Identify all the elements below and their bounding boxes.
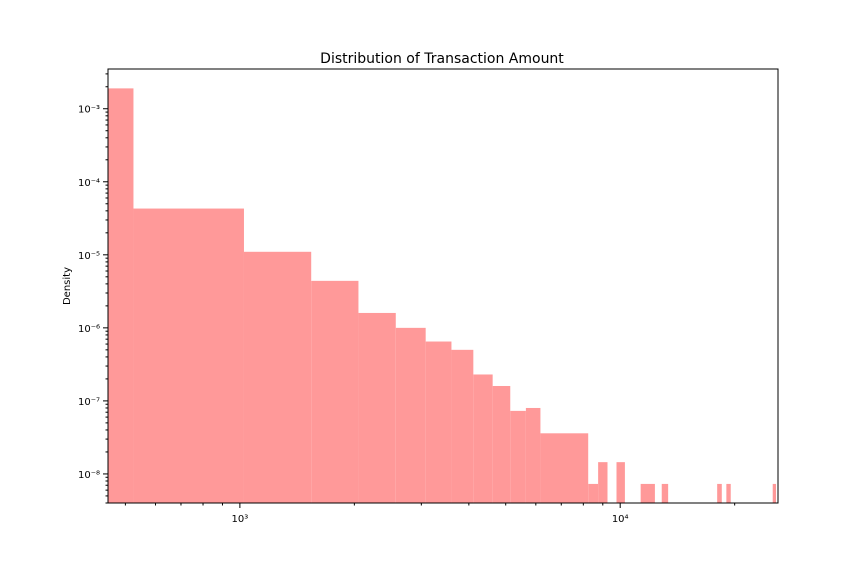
x-tick-label-0: 10³ [232,514,249,525]
histogram-bar-11 [525,407,541,503]
x-axis: 10³ 10⁴ [124,503,736,525]
bars-group [108,88,777,504]
histogram-bar-19 [726,483,731,503]
histogram-bar-5 [395,327,426,503]
histogram-bar-7 [451,349,474,503]
histogram-bar-3 [311,280,359,503]
histogram-bar-6 [425,341,452,503]
histogram-bar-9 [492,385,511,503]
histogram-bar-16 [640,483,655,503]
histogram-bar-14 [598,462,608,503]
histogram-bar-10 [510,410,526,503]
histogram-bar-17 [661,483,669,503]
plot-frame [107,68,779,504]
y-tick-label-5: 10⁻⁸ [78,470,100,481]
histogram-bar-12 [540,433,589,503]
histogram-bar-2 [243,251,312,503]
y-tick-label-1: 10⁻⁴ [78,178,100,189]
histogram-bar-18 [717,483,722,503]
y-axis: 10⁻³ 10⁻⁴ 10⁻⁵ 10⁻⁶ 10⁻⁷ 10⁻⁸ [78,73,108,504]
y-tick-label-2: 10⁻⁵ [78,251,100,262]
histogram-bar-0 [108,88,134,503]
histogram-bar-4 [358,312,396,503]
y-tick-label-0: 10⁻³ [78,105,100,116]
histogram-bar-1 [133,208,244,504]
y-tick-label-3: 10⁻⁶ [78,324,100,335]
y-axis-label: Density [62,267,73,305]
y-tick-label-4: 10⁻⁷ [78,397,100,408]
histogram-bar-15 [616,462,625,503]
histogram-bar-8 [473,374,493,503]
histogram-bar-13 [588,483,599,503]
histogram-bar-20 [772,483,777,503]
x-tick-label-1: 10⁴ [612,514,629,525]
chart-title: Distribution of Transaction Amount [320,51,564,67]
